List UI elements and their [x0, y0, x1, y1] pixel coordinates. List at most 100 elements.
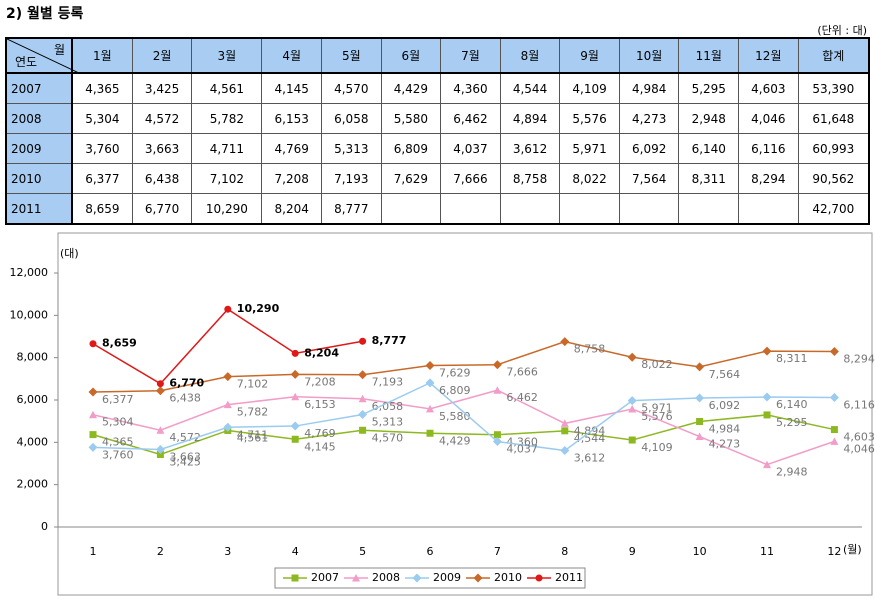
value-cell: 6,770	[131, 193, 193, 225]
point	[425, 361, 435, 371]
data-label: 4,769	[304, 427, 336, 440]
value-cell: 5,580	[380, 103, 442, 134]
data-label: 4,046	[843, 442, 875, 455]
point	[560, 337, 570, 347]
value-cell: 53,390	[797, 72, 870, 104]
series-line	[92, 389, 835, 466]
data-label: 6,377	[102, 393, 134, 406]
point	[224, 305, 232, 313]
value-cell: 8,777	[321, 193, 382, 225]
column-header: 11월	[678, 37, 740, 74]
value-cell: 3,612	[499, 133, 561, 164]
data-label: 6,153	[304, 398, 336, 411]
value-cell	[738, 193, 799, 225]
point	[156, 451, 164, 459]
x-tick-label: 6	[427, 545, 434, 558]
legend-box	[274, 567, 586, 589]
x-tick-label: 11	[760, 545, 774, 558]
point	[290, 369, 300, 379]
point	[88, 442, 98, 452]
point	[291, 392, 300, 401]
value-cell: 6,377	[71, 163, 133, 194]
value-cell: 4,603	[738, 72, 799, 104]
x-tick-label: 1	[90, 545, 97, 558]
value-cell: 4,046	[738, 103, 799, 134]
value-cell: 90,562	[797, 163, 870, 194]
y-tick-label: 8,000	[17, 351, 49, 364]
x-tick-label: 7	[494, 545, 501, 558]
y-tick-label: 2,000	[17, 478, 49, 491]
value-cell: 7,193	[321, 163, 382, 194]
point	[155, 444, 165, 454]
value-cell	[559, 193, 620, 225]
series-line	[92, 340, 835, 393]
point	[561, 427, 569, 435]
point	[493, 386, 502, 394]
value-cell: 6,058	[321, 103, 382, 134]
data-label: 8,022	[641, 358, 673, 371]
x-tick-label: 3	[224, 545, 231, 558]
value-cell: 10,290	[191, 193, 263, 225]
point	[425, 378, 435, 388]
data-label: 8,659	[102, 337, 137, 350]
corner-top: 월	[53, 43, 65, 57]
data-label: 4,145	[304, 440, 336, 453]
year-cell: 2007	[5, 72, 73, 104]
value-cell: 61,648	[797, 103, 870, 134]
value-cell: 5,295	[678, 72, 740, 104]
point	[359, 426, 367, 434]
data-label: 4,984	[709, 423, 741, 436]
value-cell: 8,294	[738, 163, 799, 194]
value-cell: 3,663	[131, 133, 193, 164]
x-tick-label: 9	[629, 545, 636, 558]
point	[695, 432, 704, 441]
value-cell: 6,462	[440, 103, 501, 134]
data-label: 4,037	[506, 443, 538, 456]
point	[627, 352, 637, 362]
data-label: 4,273	[709, 438, 741, 451]
data-label: 5,971	[641, 402, 673, 415]
legend-label: 2011	[555, 571, 583, 584]
column-header: 합계	[797, 37, 870, 74]
value-cell: 8,659	[71, 193, 133, 225]
value-cell: 4,037	[440, 133, 501, 164]
value-cell: 7,629	[380, 163, 442, 194]
point	[628, 404, 637, 413]
point	[492, 360, 502, 370]
legend-label: 2009	[433, 571, 461, 584]
year-cell: 2009	[5, 133, 73, 164]
value-cell: 5,313	[321, 133, 382, 164]
data-label: 7,102	[237, 378, 268, 391]
value-cell: 4,429	[380, 72, 442, 104]
point	[627, 396, 637, 406]
column-header: 7월	[440, 37, 501, 74]
x-tick-label: 12	[827, 545, 841, 558]
legend-label: 2008	[372, 571, 400, 584]
value-cell: 60,993	[797, 133, 870, 164]
legend-label: 2010	[494, 571, 522, 584]
y-tick-label: 4,000	[17, 435, 49, 448]
column-header: 5월	[321, 37, 382, 74]
legend-marker	[352, 574, 360, 582]
data-label: 8,311	[776, 352, 808, 365]
point	[291, 349, 299, 357]
data-label: 6,809	[439, 384, 471, 397]
data-label: 10,290	[237, 302, 280, 315]
point	[493, 431, 501, 439]
point	[762, 346, 772, 356]
y-axis-label: (대)	[60, 247, 79, 260]
value-cell	[618, 193, 680, 225]
x-tick-label: 5	[359, 545, 366, 558]
value-cell: 4,544	[499, 72, 561, 104]
point	[290, 421, 300, 431]
data-label: 5,576	[641, 410, 673, 423]
data-label: 6,770	[169, 377, 204, 390]
data-label: 8,204	[304, 346, 339, 359]
data-label: 3,612	[574, 452, 606, 465]
point	[762, 392, 772, 402]
column-header: 8월	[499, 37, 561, 74]
data-label: 5,782	[237, 406, 268, 419]
data-label: 4,711	[237, 428, 268, 441]
value-cell: 8,758	[499, 163, 561, 194]
value-cell: 7,208	[261, 163, 322, 194]
